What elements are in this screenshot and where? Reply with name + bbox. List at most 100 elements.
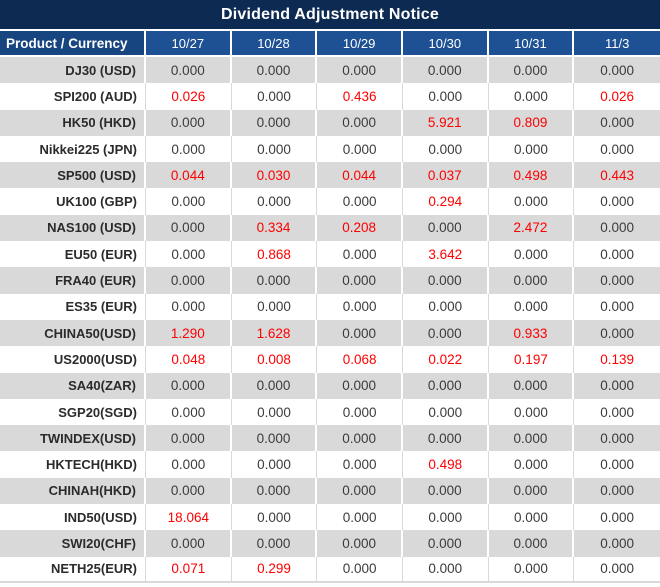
value-cell: 0.000 — [231, 188, 318, 215]
value-cell: 0.026 — [146, 83, 232, 110]
product-cell: EU50 (EUR) — [0, 241, 146, 268]
value-cell: 0.000 — [402, 425, 489, 452]
value-cell: 0.000 — [317, 135, 403, 163]
value-cell: 0.000 — [402, 135, 489, 163]
product-cell: CHINA50(USD) — [0, 319, 146, 347]
value-cell: 0.000 — [231, 425, 318, 452]
value-cell: 0.000 — [574, 135, 660, 163]
value-cell: 0.000 — [231, 530, 318, 557]
value-cell: 0.000 — [488, 556, 575, 583]
value-cell: 18.064 — [146, 504, 232, 531]
product-cell: SPI200 (AUD) — [0, 83, 146, 110]
product-cell: Nikkei225 (JPN) — [0, 135, 146, 163]
table-row: CHINA50(USD) 1.290 1.628 0.000 0.000 0.933 0.0… — [0, 319, 660, 347]
value-cell: 0.000 — [488, 241, 575, 268]
product-cell: HKTECH(HKD) — [0, 451, 146, 478]
value-cell: 0.000 — [231, 267, 318, 294]
value-cell: 0.000 — [488, 135, 575, 163]
date-column-header: 11/3 — [574, 31, 660, 57]
table-row: DJ30 (USD) 0.000 0.000 0.000 0.000 0.000 0.000 — [0, 57, 660, 84]
value-cell: 0.000 — [488, 504, 575, 531]
value-cell: 0.030 — [231, 162, 318, 189]
value-cell: 0.000 — [317, 267, 403, 294]
value-cell: 0.000 — [146, 372, 232, 399]
table-row: NETH25(EUR) 0.071 0.299 0.000 0.000 0.000 0.00… — [0, 556, 660, 583]
date-column-header: 10/27 — [146, 31, 232, 57]
value-cell: 0.000 — [146, 477, 232, 505]
table-row: HK50 (HKD) 0.000 0.000 0.000 5.921 0.809 0.000 — [0, 109, 660, 136]
value-cell: 0.000 — [574, 188, 660, 215]
value-cell: 0.000 — [146, 241, 232, 268]
value-cell: 0.000 — [317, 109, 403, 136]
product-cell: SP500 (USD) — [0, 162, 146, 189]
value-cell: 0.000 — [488, 451, 575, 478]
value-cell: 0.000 — [317, 241, 403, 268]
table-row: SA40(ZAR) 0.000 0.000 0.000 0.000 0.000 0.000 — [0, 372, 660, 399]
table-row: US2000(USD) 0.048 0.008 0.068 0.022 0.197 0.13… — [0, 346, 660, 373]
value-cell: 0.000 — [488, 372, 575, 399]
value-cell: 0.334 — [231, 214, 318, 242]
value-cell: 0.139 — [574, 346, 660, 373]
value-cell: 0.000 — [231, 57, 318, 84]
value-cell: 0.000 — [317, 425, 403, 452]
product-cell: DJ30 (USD) — [0, 57, 146, 84]
value-cell: 0.048 — [146, 346, 232, 373]
value-cell: 0.000 — [146, 57, 232, 84]
value-cell: 0.000 — [488, 188, 575, 215]
value-cell: 0.000 — [574, 504, 660, 531]
value-cell: 1.290 — [146, 319, 232, 347]
value-cell: 0.000 — [231, 504, 318, 531]
value-cell: 0.000 — [317, 57, 403, 84]
product-cell: SGP20(SGD) — [0, 398, 146, 426]
value-cell: 0.000 — [317, 319, 403, 347]
value-cell: 0.197 — [488, 346, 575, 373]
value-cell: 0.000 — [574, 398, 660, 426]
value-cell: 0.000 — [488, 267, 575, 294]
value-cell: 0.000 — [488, 530, 575, 557]
value-cell: 0.294 — [402, 188, 489, 215]
product-cell: CHINAH(HKD) — [0, 477, 146, 505]
value-cell: 0.000 — [574, 530, 660, 557]
value-cell: 0.000 — [574, 241, 660, 268]
value-cell: 0.000 — [317, 477, 403, 505]
table-row: ES35 (EUR) 0.000 0.000 0.000 0.000 0.000 0.000 — [0, 293, 660, 320]
value-cell: 0.000 — [488, 83, 575, 110]
table-row: CHINAH(HKD) 0.000 0.000 0.000 0.000 0.000 0.00… — [0, 477, 660, 505]
value-cell: 0.000 — [231, 83, 318, 110]
table-row: IND50(USD) 18.064 0.000 0.000 0.000 0.000 0.00… — [0, 504, 660, 531]
value-cell: 0.443 — [574, 162, 660, 189]
value-cell: 0.000 — [574, 451, 660, 478]
value-cell: 0.000 — [574, 372, 660, 399]
value-cell: 0.000 — [574, 267, 660, 294]
value-cell: 0.000 — [402, 556, 489, 583]
product-currency-header: Product / Currency — [0, 31, 146, 57]
value-cell: 0.000 — [231, 451, 318, 478]
value-cell: 5.921 — [402, 109, 489, 136]
value-cell: 0.026 — [574, 83, 660, 110]
value-cell: 0.000 — [574, 293, 660, 320]
value-cell: 0.436 — [317, 83, 403, 110]
product-cell: ES35 (EUR) — [0, 293, 146, 320]
value-cell: 3.642 — [402, 241, 489, 268]
product-cell: HK50 (HKD) — [0, 109, 146, 136]
product-cell: NAS100 (USD) — [0, 214, 146, 242]
table-row: TWINDEX(USD) 0.000 0.000 0.000 0.000 0.000 0.0… — [0, 425, 660, 452]
value-cell: 0.000 — [317, 556, 403, 583]
product-cell: FRA40 (EUR) — [0, 267, 146, 294]
value-cell: 0.000 — [231, 477, 318, 505]
value-cell: 0.000 — [574, 425, 660, 452]
value-cell: 0.000 — [574, 477, 660, 505]
table-row: SP500 (USD) 0.044 0.030 0.044 0.037 0.498 0.44… — [0, 162, 660, 189]
value-cell: 0.068 — [317, 346, 403, 373]
value-cell: 0.022 — [402, 346, 489, 373]
table-body: DJ30 (USD) 0.000 0.000 0.000 0.000 0.000 0.000… — [0, 57, 660, 583]
table-row: HKTECH(HKD) 0.000 0.000 0.000 0.498 0.000 0.00… — [0, 451, 660, 478]
notice-title-bar: Dividend Adjustment Notice — [0, 0, 660, 31]
value-cell: 0.000 — [402, 504, 489, 531]
value-cell: 0.498 — [488, 162, 575, 189]
product-cell: US2000(USD) — [0, 346, 146, 373]
value-cell: 0.000 — [146, 109, 232, 136]
date-column-header: 10/28 — [231, 31, 318, 57]
value-cell: 0.000 — [574, 109, 660, 136]
